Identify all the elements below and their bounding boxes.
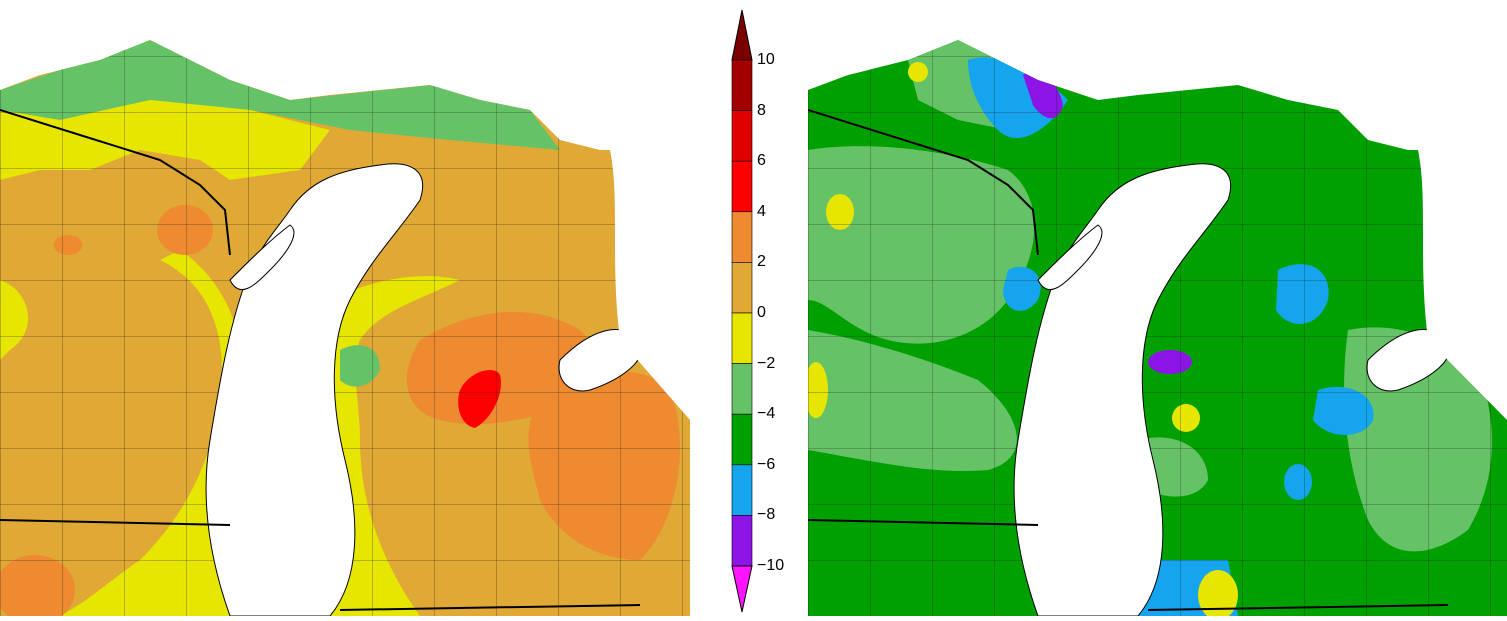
legend-bin-8 (731, 464, 753, 516)
legend-tick-label: 10 (757, 51, 775, 68)
legend-tick-label: 2 (757, 253, 766, 271)
legend-bin-4 (731, 262, 753, 314)
legend-tick-label: 4 (757, 202, 766, 220)
right-saginaw-bay (1366, 329, 1451, 392)
left-state-border-mi-in (339, 604, 641, 611)
right-map (808, 0, 1507, 616)
legend-bin-3 (731, 211, 753, 263)
right-state-border-wi-mi (808, 109, 1039, 256)
right-state-border-mi-in (1147, 604, 1449, 611)
legend-tick-label: −8 (757, 506, 776, 524)
legend-tick-label: 8 (757, 101, 766, 119)
legend-bin-7 (731, 413, 753, 466)
legend-bin-6 (731, 363, 753, 415)
left-state-border-wi-mi (0, 109, 231, 256)
left-saginaw-bay (558, 329, 643, 392)
right-lake-superior (808, 0, 1507, 85)
legend-tick-label: 6 (757, 152, 766, 170)
legend-bin-0 (731, 59, 753, 111)
color-legend (724, 0, 808, 616)
legend-bin-1 (731, 110, 753, 162)
legend-bin-2 (731, 160, 753, 213)
left-green-bay (229, 224, 295, 291)
color-bar (731, 9, 753, 613)
legend-bin-9 (731, 515, 753, 567)
right-state-border-wi-il (808, 519, 1039, 526)
left-lake-superior (0, 0, 690, 85)
legend-tick-label: 0 (757, 304, 766, 321)
legend-bin-5 (731, 312, 753, 364)
left-state-border-wi-il (0, 519, 231, 526)
right-map-canvas (808, 0, 1507, 616)
left-map-canvas (0, 0, 690, 616)
right-green-bay (1037, 224, 1103, 291)
right-lake-huron (1418, 150, 1507, 420)
legend-tick-label: −2 (757, 354, 776, 372)
legend-under-arrow (731, 565, 753, 613)
left-map (0, 0, 690, 616)
legend-tick-label: −6 (757, 455, 776, 473)
legend-tick-label: −4 (757, 405, 776, 423)
left-lake-huron (610, 150, 690, 420)
legend-over-arrow (731, 9, 753, 61)
legend-tick-label: −10 (757, 557, 785, 574)
